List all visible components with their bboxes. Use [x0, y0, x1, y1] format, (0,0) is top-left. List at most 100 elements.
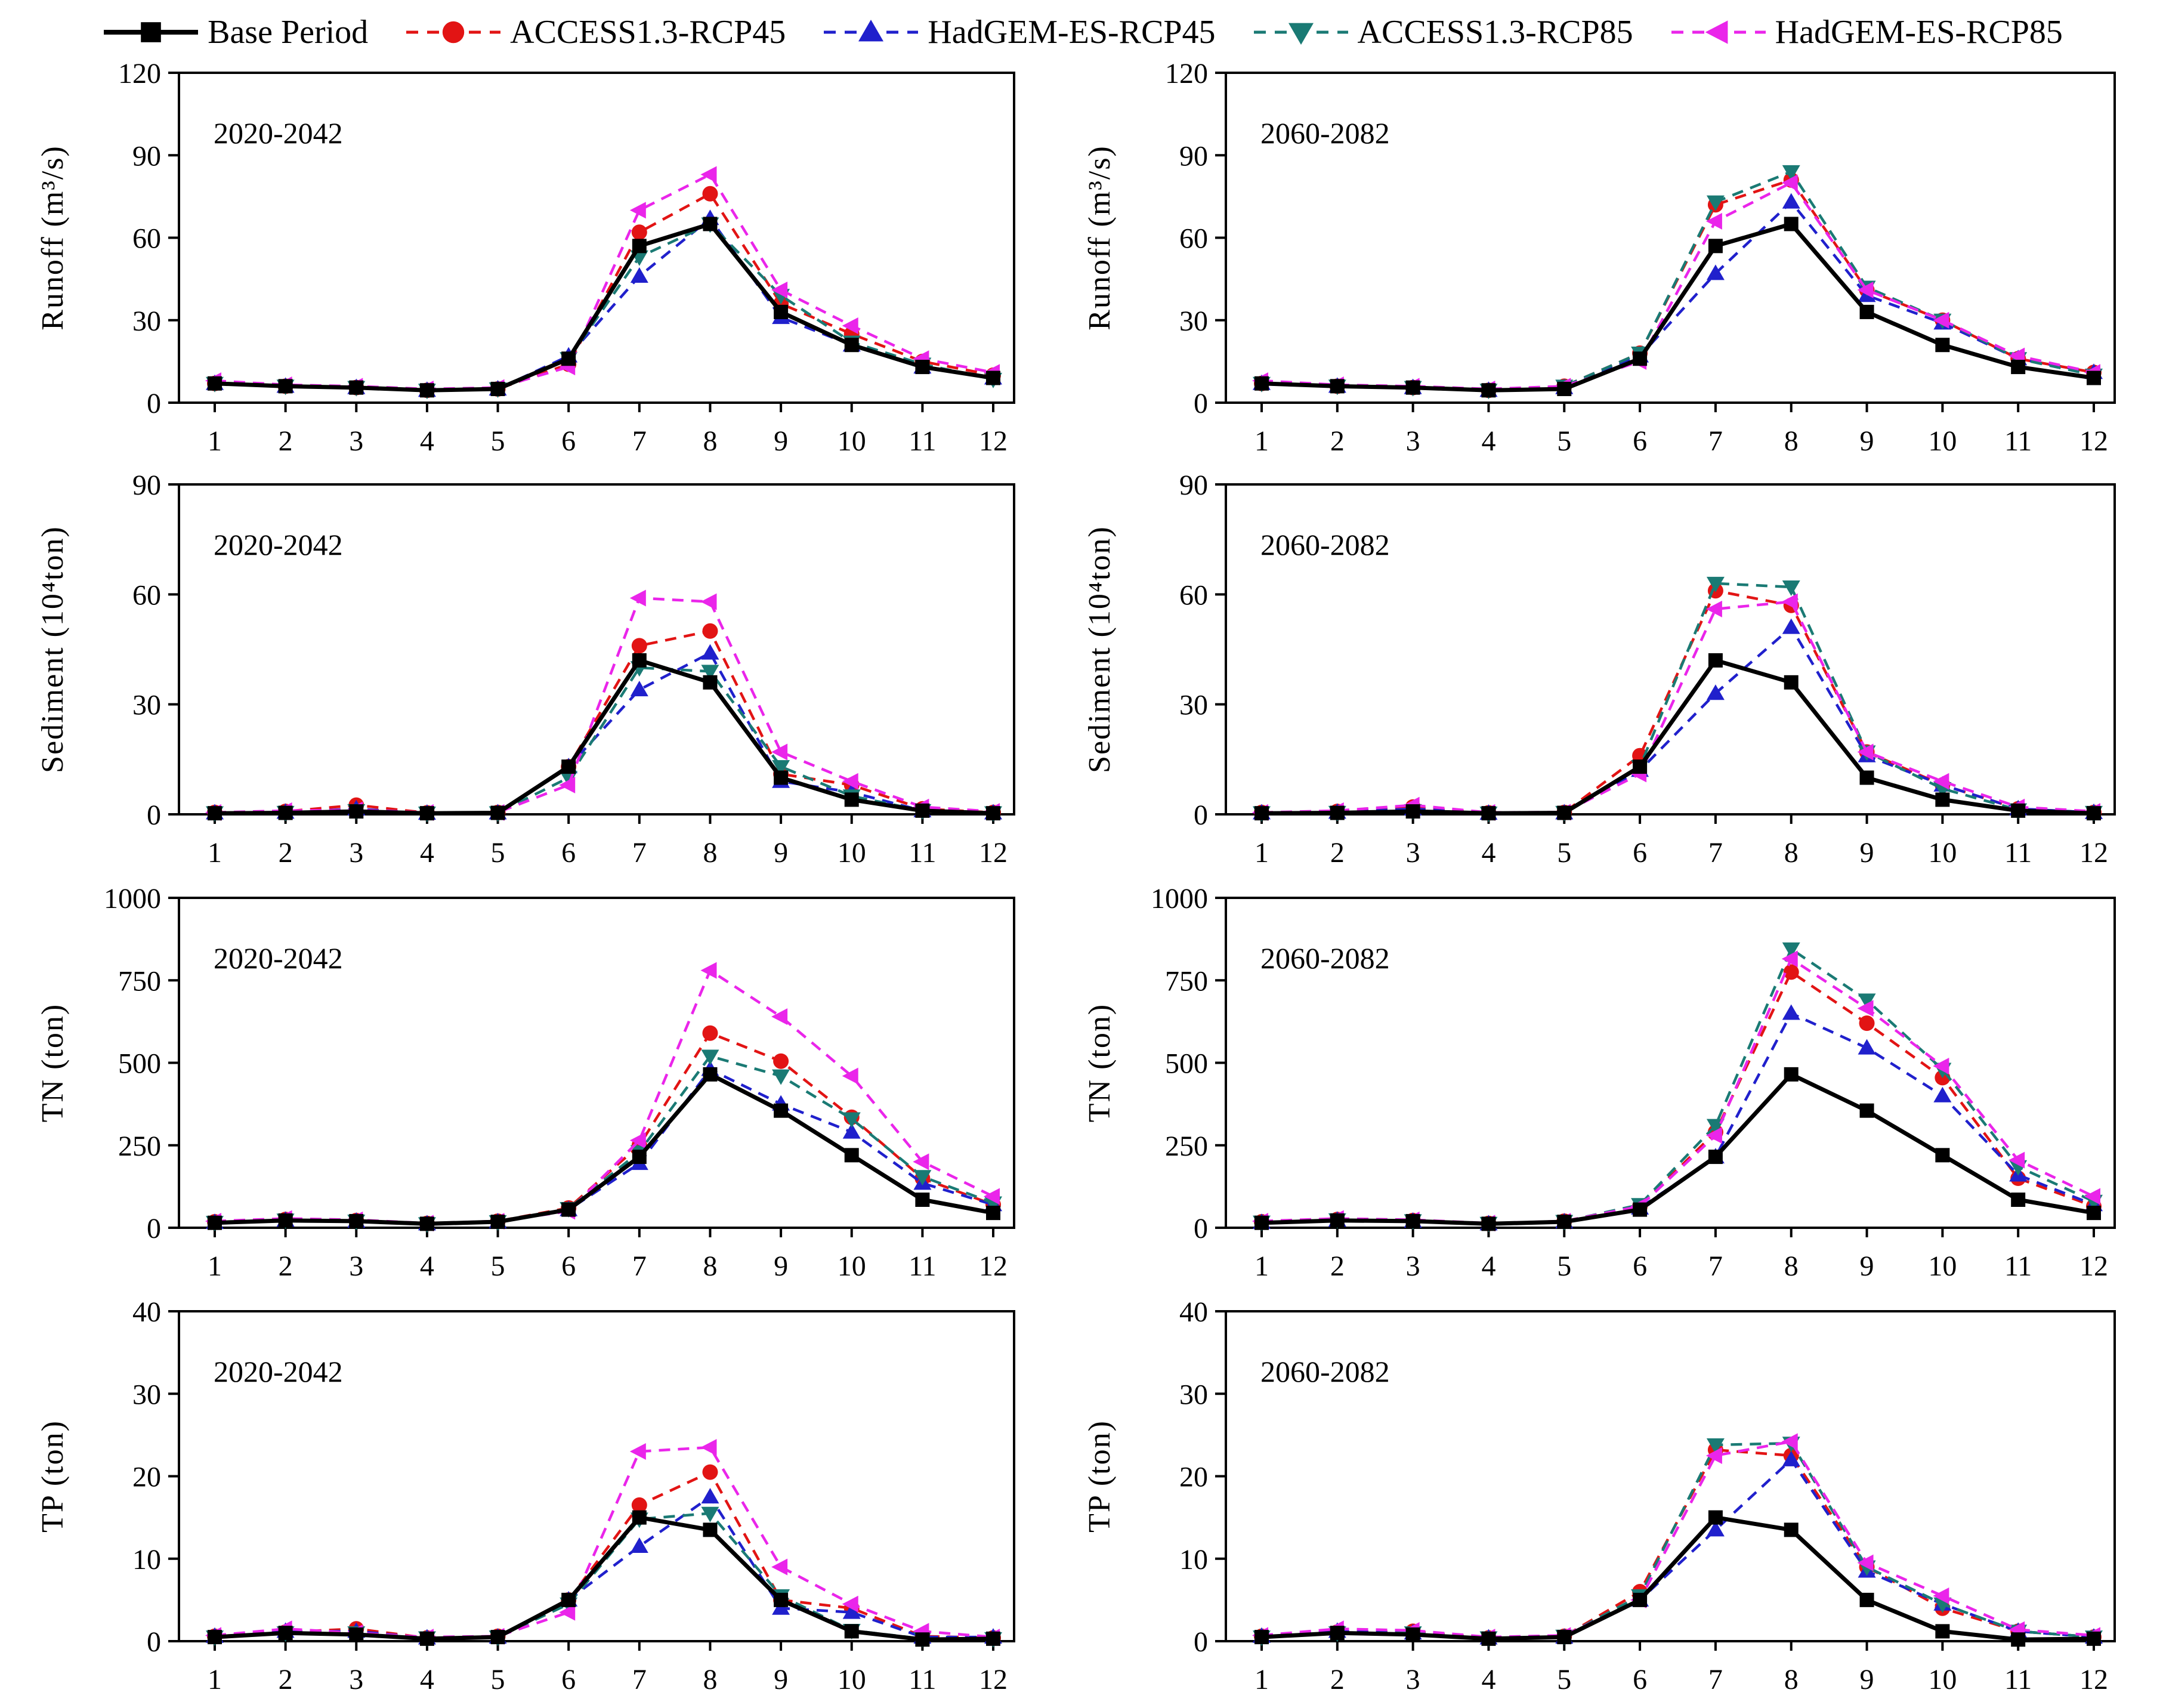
svg-text:0: 0 — [1194, 799, 1208, 831]
svg-text:0: 0 — [147, 388, 161, 419]
svg-text:20: 20 — [1179, 1462, 1208, 1493]
svg-text:8: 8 — [1784, 1250, 1799, 1282]
legend-label: Base Period — [208, 14, 369, 51]
svg-text:30: 30 — [1179, 1379, 1208, 1410]
svg-text:4: 4 — [420, 425, 434, 457]
svg-text:5: 5 — [1557, 1250, 1571, 1282]
svg-text:TP (ton): TP (ton) — [1083, 1420, 1117, 1533]
svg-text:11: 11 — [909, 1664, 936, 1695]
hadgem-es-rcp85-triangle-marker-icon — [1671, 20, 1766, 44]
svg-text:0: 0 — [1194, 1213, 1208, 1244]
svg-text:TP (ton): TP (ton) — [36, 1420, 70, 1533]
svg-text:3: 3 — [349, 1664, 363, 1695]
svg-text:2060-2082: 2060-2082 — [1260, 1355, 1390, 1388]
svg-text:9: 9 — [1860, 837, 1874, 869]
svg-text:3: 3 — [1406, 425, 1420, 457]
access13-rcp85-triangle-marker-icon — [1253, 23, 1348, 45]
svg-text:12: 12 — [979, 1664, 1008, 1695]
svg-text:3: 3 — [349, 1250, 363, 1282]
svg-text:3: 3 — [1406, 1250, 1420, 1282]
svg-text:4: 4 — [1481, 1250, 1495, 1282]
svg-text:8: 8 — [703, 425, 717, 457]
svg-text:6: 6 — [561, 1250, 576, 1282]
svg-text:5: 5 — [1557, 837, 1571, 869]
svg-text:TN (ton): TN (ton) — [36, 1003, 70, 1122]
svg-text:120: 120 — [118, 60, 161, 89]
chart-tn-2020-2042: 0 250 500 750 1000 1 2 3 4 5 6 7 8 9 10 11 12 2020-2042 TN… — [0, 885, 1082, 1296]
legend-item-hadgem-es-rcp45: HadGEM-ES-RCP45 — [820, 13, 1216, 51]
svg-text:12: 12 — [2079, 837, 2108, 869]
svg-text:30: 30 — [132, 1379, 161, 1410]
svg-text:500: 500 — [1165, 1048, 1208, 1080]
legend-item-base-period: Base Period — [100, 13, 368, 51]
svg-text:10: 10 — [838, 425, 866, 457]
svg-text:10: 10 — [1179, 1544, 1208, 1576]
legend-label: HadGEM-ES-RCP85 — [1775, 14, 2063, 51]
svg-text:2: 2 — [279, 1664, 293, 1695]
svg-text:5: 5 — [491, 1250, 505, 1282]
chart-tp-2060-2082: 0 10 20 30 40 1 2 3 4 5 6 7 8 9 10 11 12 2060-2082 TP (ton… — [1082, 1298, 2163, 1708]
svg-text:60: 60 — [132, 579, 161, 611]
svg-text:20: 20 — [132, 1462, 161, 1493]
svg-text:11: 11 — [2004, 1250, 2032, 1282]
svg-text:1: 1 — [208, 1250, 222, 1282]
svg-text:5: 5 — [1557, 425, 1571, 457]
chart-sediment-2020-2042: 0 30 60 90 1 2 3 4 5 6 7 8 9 10 11 12 2020-2042 Sediment … — [0, 471, 1082, 883]
svg-text:12: 12 — [979, 425, 1008, 457]
svg-text:4: 4 — [420, 1664, 434, 1695]
svg-text:120: 120 — [1165, 60, 1208, 89]
svg-text:2060-2082: 2060-2082 — [1260, 528, 1390, 561]
svg-text:6: 6 — [1633, 425, 1647, 457]
svg-text:2: 2 — [1330, 837, 1345, 869]
svg-text:6: 6 — [1633, 1664, 1647, 1695]
svg-text:250: 250 — [118, 1131, 161, 1162]
svg-text:8: 8 — [1784, 425, 1799, 457]
svg-text:7: 7 — [1708, 1664, 1723, 1695]
svg-text:40: 40 — [132, 1298, 161, 1328]
svg-text:7: 7 — [1708, 425, 1723, 457]
svg-text:6: 6 — [1633, 1250, 1647, 1282]
svg-text:9: 9 — [774, 1664, 788, 1695]
svg-text:12: 12 — [2079, 425, 2108, 457]
svg-text:2020-2042: 2020-2042 — [214, 528, 343, 561]
svg-text:750: 750 — [118, 965, 161, 997]
svg-text:4: 4 — [420, 837, 434, 869]
svg-text:30: 30 — [132, 305, 161, 337]
svg-text:5: 5 — [1557, 1664, 1571, 1695]
svg-text:30: 30 — [132, 690, 161, 721]
svg-text:7: 7 — [632, 837, 647, 869]
svg-text:Runoff (m³/s): Runoff (m³/s) — [1083, 145, 1117, 331]
svg-text:2: 2 — [1330, 425, 1345, 457]
base-period-square-marker-icon — [104, 22, 199, 42]
svg-text:1: 1 — [208, 425, 222, 457]
svg-text:0: 0 — [1194, 1626, 1208, 1658]
svg-text:9: 9 — [1860, 425, 1874, 457]
svg-text:10: 10 — [1928, 425, 1957, 457]
chart-tp-2020-2042: 0 10 20 30 40 1 2 3 4 5 6 7 8 9 10 11 12 2020-2042 TP (ton… — [0, 1298, 1082, 1708]
legend-label: ACCESS1.3-RCP85 — [1357, 14, 1633, 51]
svg-text:8: 8 — [1784, 1664, 1799, 1695]
svg-text:9: 9 — [1860, 1250, 1874, 1282]
svg-text:2060-2082: 2060-2082 — [1260, 941, 1390, 975]
svg-text:10: 10 — [838, 1250, 866, 1282]
svg-text:9: 9 — [1860, 1664, 1874, 1695]
svg-text:750: 750 — [1165, 965, 1208, 997]
svg-text:12: 12 — [979, 1250, 1008, 1282]
access13-rcp45-circle-marker-icon — [406, 21, 501, 44]
svg-text:60: 60 — [1179, 579, 1208, 611]
svg-text:1: 1 — [208, 837, 222, 869]
legend: Base Period ACCESS1.3-RCP45 HadGEM-ES-RC… — [0, 4, 2163, 61]
svg-text:1: 1 — [1254, 837, 1269, 869]
legend-item-access13-rcp45: ACCESS1.3-RCP45 — [403, 13, 786, 51]
svg-text:9: 9 — [774, 425, 788, 457]
svg-text:60: 60 — [1179, 223, 1208, 255]
svg-text:9: 9 — [774, 1250, 788, 1282]
svg-text:10: 10 — [1928, 1250, 1957, 1282]
svg-text:2020-2042: 2020-2042 — [214, 1355, 343, 1388]
svg-text:7: 7 — [632, 1250, 647, 1282]
svg-text:11: 11 — [909, 1250, 936, 1282]
